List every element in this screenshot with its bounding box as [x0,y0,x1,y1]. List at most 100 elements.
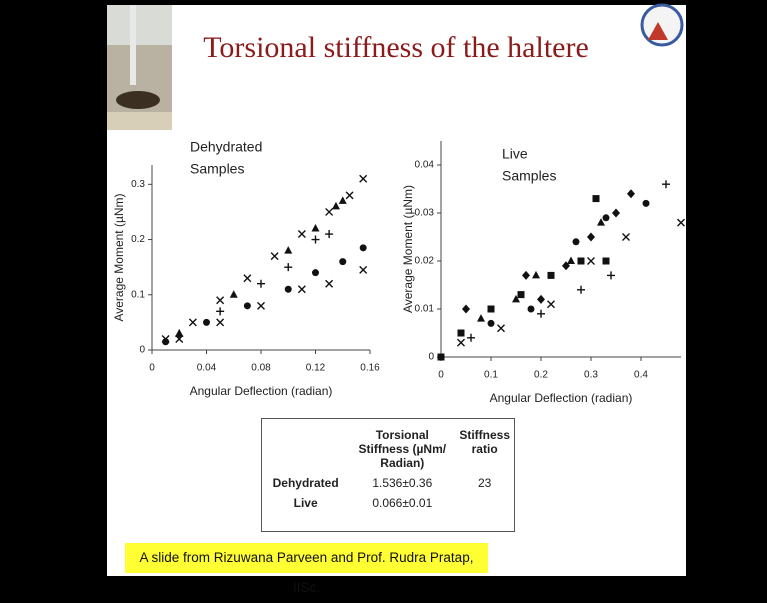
x-tick-label: 0.16 [360,363,380,374]
table-cell: Live [262,493,349,513]
table-cell: 0.066±0.01 [349,493,455,513]
table-cell: Dehydrated [262,473,349,493]
page: {"title": "Torsional stiffness of the ha… [0,0,767,576]
x-axis-label: Angular Deflection (radian) [190,384,333,398]
point [522,271,530,280]
point [284,263,292,271]
point [577,286,585,294]
point [325,230,333,238]
point [298,286,305,293]
x-tick-label: 0.4 [634,370,648,381]
point [477,314,485,322]
point [603,214,610,221]
y-tick-label: 0.1 [131,289,145,300]
photo-stand [130,5,136,85]
point [271,253,278,260]
table: Torsional Stiffness (µNm/ Radian) Stiffn… [262,425,514,513]
point [217,319,224,326]
point [258,302,265,309]
point [339,258,346,265]
point [217,297,224,304]
point [578,258,585,265]
table-corner [262,425,349,473]
photo-insect [116,91,160,109]
table-header-cell: Stiffness ratio [455,425,514,473]
point [528,306,535,313]
point [603,258,610,265]
point [360,244,367,251]
annotation: Samples [502,168,556,184]
point [360,175,367,182]
slide-title: Torsional stiffness of the haltere [203,31,589,64]
y-tick-label: 0.02 [415,256,435,267]
point [244,275,251,282]
point [662,180,670,188]
point [588,258,595,265]
y-tick-label: 0.03 [415,208,435,219]
point [532,271,540,279]
point [284,246,292,254]
point [548,272,555,279]
point [162,338,169,345]
y-tick-label: 0.3 [131,179,145,190]
annotation: Samples [190,161,244,177]
x-tick-label: 0.08 [251,363,271,374]
point [612,209,620,218]
point [548,301,555,308]
point [627,189,635,198]
x-tick-label: 0.1 [484,370,498,381]
table-cell: 1.536±0.36 [349,473,455,493]
point [332,202,340,210]
point [488,320,495,327]
x-tick-label: 0 [149,363,155,374]
photo-base [107,112,172,130]
annotation: Dehydrated [190,139,262,155]
point [488,306,495,313]
point [458,330,465,337]
y-tick-label: 0.01 [415,304,435,315]
point [498,325,505,332]
caption: A slide from Rizuwana Parveen and Prof. … [125,543,488,573]
x-tick-label: 0.12 [306,363,326,374]
table-row: Dehydrated 1.536±0.36 23 [262,473,514,493]
point [312,224,320,232]
y-axis-label: Average Moment (µNm) [112,193,126,321]
point [326,208,333,215]
point [593,195,600,202]
table-header-cell: Torsional Stiffness (µNm/ Radian) [349,425,455,473]
point [623,234,630,241]
photo-top [107,5,172,45]
point [573,238,580,245]
point [326,280,333,287]
point [467,334,475,342]
x-tick-label: 0.3 [584,370,598,381]
point [312,269,319,276]
point [607,271,615,279]
y-tick-label: 0 [428,352,434,363]
point [587,233,595,242]
point [518,291,525,298]
point [244,302,251,309]
point [203,319,210,326]
point [438,354,445,361]
annotation: Live [502,146,528,162]
point [567,257,575,265]
point [458,339,465,346]
table-cell [455,493,514,513]
screen: Torsional stiffness of the haltere 0 0.1 0… [0,0,767,576]
y-tick-label: 0.2 [131,234,145,245]
point [339,196,347,204]
point [257,280,265,288]
point [312,236,320,244]
table-header: Torsional Stiffness (µNm/ Radian) Stiffn… [262,425,514,473]
x-tick-label: 0.2 [534,370,548,381]
x-tick-label: 0 [438,370,444,381]
point [216,307,224,315]
point [346,192,353,199]
point [360,266,367,273]
point [462,305,470,314]
stiffness-table: Torsional Stiffness (µNm/ Radian) Stiffn… [261,418,515,532]
table-row: Live 0.066±0.01 [262,493,514,513]
point [230,290,238,298]
point [537,295,545,304]
